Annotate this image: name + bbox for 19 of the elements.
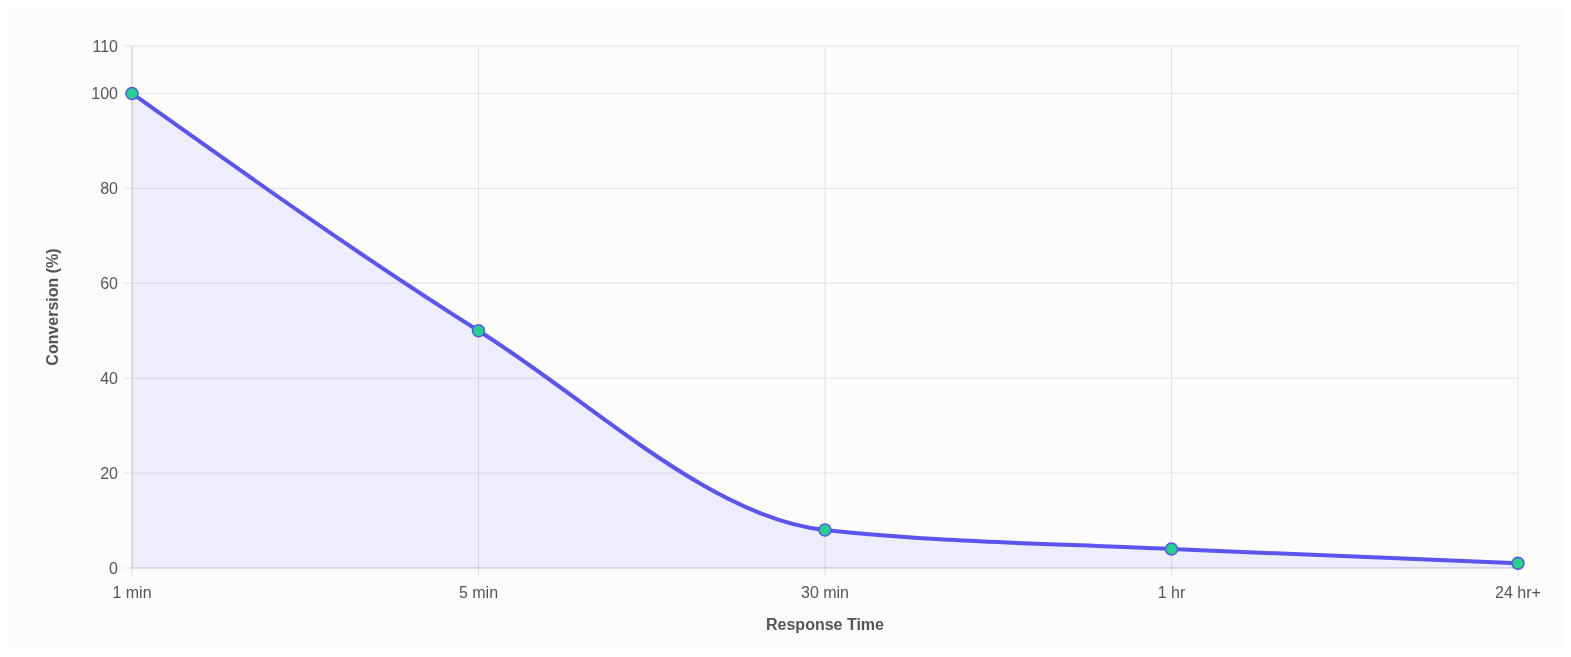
- y-tick-label: 40: [100, 369, 119, 387]
- y-tick-label: 80: [100, 179, 119, 197]
- point: [1164, 542, 1179, 556]
- x-tick-label: 24 hr+: [1495, 584, 1541, 601]
- y-axis-title: Conversion (%): [44, 248, 61, 366]
- y-tick-label: 0: [109, 559, 119, 577]
- y-tick-label: 20: [100, 464, 119, 482]
- point: [818, 523, 832, 537]
- y-tick-label: 110: [92, 37, 119, 55]
- point: [125, 86, 139, 101]
- x-axis-title: Response Time: [766, 616, 885, 633]
- point: [1511, 556, 1525, 571]
- x-tick-label: 1 hr: [1157, 584, 1186, 601]
- y-tick-label: 60: [100, 274, 119, 292]
- x-tick-label: 1 min: [112, 584, 152, 601]
- x-tick-label: 30 min: [800, 584, 850, 601]
- x-tick-label: 5 min: [458, 584, 499, 601]
- y-tick-label: 100: [91, 85, 119, 103]
- point: [471, 323, 486, 338]
